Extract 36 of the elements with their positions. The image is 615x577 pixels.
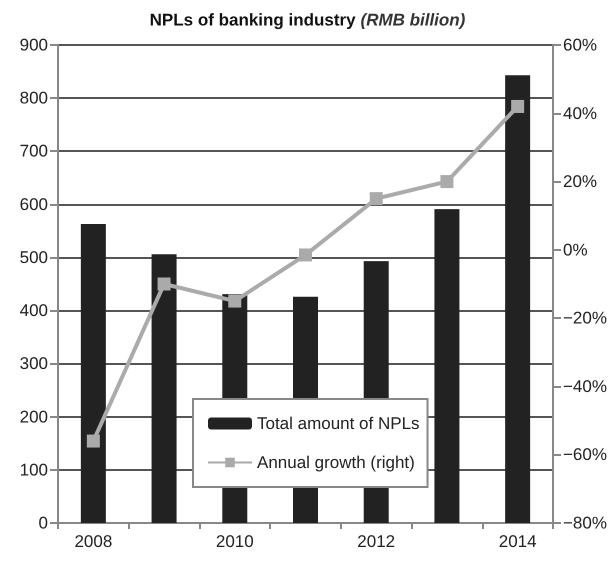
point xyxy=(511,100,524,113)
x-tick-label: 2008 xyxy=(74,532,112,551)
chart-title: NPLs of banking industry (RMB billion) xyxy=(150,10,466,30)
point xyxy=(299,248,312,262)
y2-tick-label: 40% xyxy=(563,104,598,123)
bar xyxy=(505,75,530,523)
y-tick-label: 600 xyxy=(20,194,48,214)
y2-tick-label: −60% xyxy=(563,445,607,464)
y-tick-label: 200 xyxy=(20,407,48,426)
y-tick-label: 800 xyxy=(20,88,48,108)
x-tick-label: 2012 xyxy=(357,532,396,551)
y-tick-label: 0 xyxy=(38,514,48,532)
bar xyxy=(80,224,106,523)
y-tick-label: 900 xyxy=(20,36,48,54)
point xyxy=(440,175,454,188)
bar xyxy=(152,254,177,523)
y2-tick-label: 20% xyxy=(563,172,598,192)
y-tick-label: 400 xyxy=(20,301,48,320)
point xyxy=(86,434,100,448)
y2-tick-label: −80% xyxy=(563,514,607,532)
y2-tick-label: −40% xyxy=(563,376,607,396)
y-tick-label: 300 xyxy=(20,354,48,374)
y-tick-label: 500 xyxy=(20,248,48,267)
y2-tick-label: −20% xyxy=(563,308,607,328)
y-tick-label: 100 xyxy=(20,460,48,480)
point xyxy=(228,294,242,308)
y2-tick-label: 60% xyxy=(563,36,598,54)
x-tick-label: 2010 xyxy=(216,532,254,551)
legend-label: Total amount of NPLs xyxy=(257,414,420,433)
y2-tick-label: 0% xyxy=(563,240,588,260)
bar xyxy=(434,209,460,523)
point xyxy=(370,192,383,206)
point xyxy=(158,278,171,290)
x-tick-label: 2014 xyxy=(498,532,537,551)
legend-label: Annual growth (right) xyxy=(257,453,415,472)
y-tick-label: 700 xyxy=(20,142,48,161)
